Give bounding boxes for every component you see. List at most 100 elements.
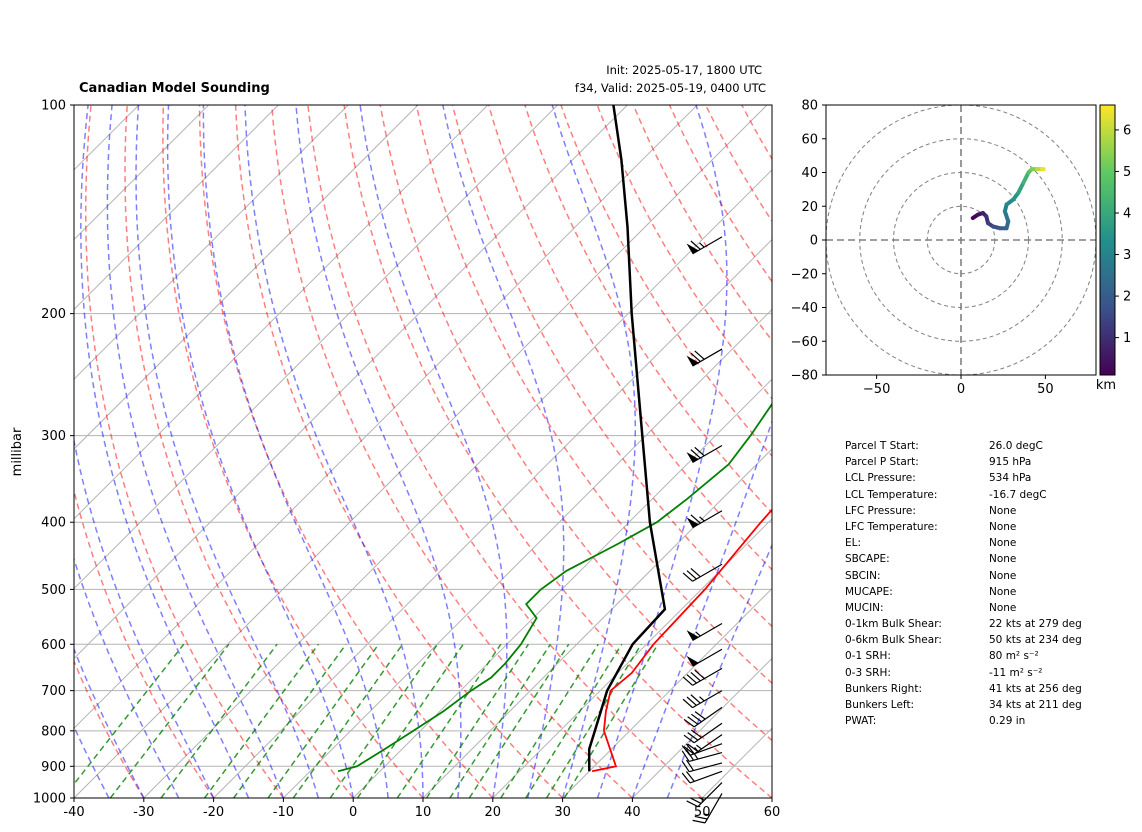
stat-value: 34 kts at 211 deg xyxy=(989,699,1082,711)
stat-value: -11 m² s⁻² xyxy=(989,666,1043,679)
dry-adiabat xyxy=(124,105,354,798)
dry-adiabat xyxy=(451,105,772,628)
y-tick-label: 600 xyxy=(41,638,66,653)
barb-full xyxy=(690,514,701,524)
stat-label: PWAT: xyxy=(845,715,877,728)
isotherm-line xyxy=(74,105,768,798)
stat-row: Parcel P Start: 915 hPa xyxy=(845,454,1082,470)
barb-full xyxy=(685,743,695,755)
barb-full xyxy=(690,567,701,578)
barb-full xyxy=(687,732,699,741)
wind-barb xyxy=(686,236,723,255)
temperature-profile xyxy=(591,508,772,773)
mixing-ratio-line xyxy=(160,643,278,798)
stat-value: 915 hPa xyxy=(989,456,1032,469)
barb-full xyxy=(681,772,691,784)
stat-row: LCL Pressure: 534 hPa xyxy=(845,470,1082,486)
y-tick-label: 100 xyxy=(41,99,66,114)
stat-value: 80 m² s⁻² xyxy=(989,650,1039,663)
skewt-frame xyxy=(73,104,773,799)
isotherm-line xyxy=(74,105,279,311)
x-tick-label: -10 xyxy=(273,805,294,820)
stat-label: 0-3 SRH: xyxy=(845,666,891,679)
y-tick-label: 500 xyxy=(41,583,66,598)
hodo-y-tick-label: 80 xyxy=(801,99,818,114)
valid-time: f34, Valid: 2025-05-19, 0400 UTC xyxy=(575,81,766,95)
moist-adiabat xyxy=(631,419,772,798)
barb-full xyxy=(683,746,695,755)
mixing-ratio-line xyxy=(292,643,404,798)
stat-row: LFC Pressure: None xyxy=(845,503,1082,519)
barb-full xyxy=(686,800,699,808)
stat-value: None xyxy=(989,537,1017,550)
stat-value: 41 kts at 256 deg xyxy=(989,682,1082,695)
barb-full xyxy=(685,771,695,782)
stat-label: LFC Pressure: xyxy=(845,504,916,517)
barb-staff xyxy=(689,762,723,773)
barb-half xyxy=(698,796,705,801)
x-tick-label: 0 xyxy=(349,805,357,820)
barb-full xyxy=(690,240,701,250)
stat-row: SBCAPE: None xyxy=(845,551,1082,567)
stat-row: MUCAPE: None xyxy=(845,584,1082,600)
stat-label: Bunkers Right: xyxy=(845,682,922,695)
barb-half xyxy=(699,696,705,702)
barb-full xyxy=(691,713,702,723)
barb-full xyxy=(682,676,693,686)
hodo-y-tick-label: −20 xyxy=(791,267,818,282)
x-tick-label: -20 xyxy=(203,805,224,820)
stat-value: None xyxy=(989,553,1017,566)
barb-staff xyxy=(692,622,723,642)
barb-full xyxy=(681,745,691,756)
moist-adiabat xyxy=(74,556,180,798)
dewpoint-profile xyxy=(337,402,772,773)
stat-label: EL: xyxy=(845,537,862,550)
y-axis-label: millibar xyxy=(10,427,25,476)
mixing-ratio-line xyxy=(329,643,439,798)
mixing-ratio-line xyxy=(74,643,185,786)
x-tick-label: 60 xyxy=(764,805,781,820)
moist-adiabat xyxy=(80,105,250,798)
hodo-x-tick-label: 0 xyxy=(957,382,965,397)
hodo-x-tick-label: −50 xyxy=(863,382,890,397)
wind-barb xyxy=(682,690,723,709)
isotherm-line xyxy=(283,308,772,798)
colorbar-label: km xyxy=(1096,378,1116,393)
mixing-ratio-line xyxy=(449,643,552,798)
barb-staff xyxy=(692,563,723,582)
barb-full xyxy=(686,759,695,771)
barb-full xyxy=(690,352,701,363)
hodo-y-tick-label: 60 xyxy=(801,132,818,147)
stat-row: Bunkers Right: 41 kts at 256 deg xyxy=(845,681,1082,697)
isotherm-line xyxy=(632,657,772,798)
barb-half xyxy=(703,813,710,816)
mixing-ratio-line xyxy=(563,643,659,798)
stat-row: LFC Temperature: None xyxy=(845,519,1082,535)
stat-label: SBCIN: xyxy=(845,569,881,582)
mixing-ratio-line xyxy=(267,643,380,798)
mixing-ratio-line xyxy=(425,643,530,798)
wind-barb xyxy=(686,622,723,642)
parcel-profile xyxy=(587,105,667,772)
moist-adiabat xyxy=(359,105,508,798)
mixing-ratio-line xyxy=(203,643,320,798)
x-tick-label: -40 xyxy=(63,805,84,820)
isotherm-line xyxy=(143,169,772,798)
moist-adiabat xyxy=(596,105,728,798)
moist-adiabat xyxy=(295,105,462,798)
wind-barb xyxy=(681,770,723,784)
dry-adiabat xyxy=(271,105,633,798)
dry-adiabat xyxy=(524,105,772,514)
stat-row: PWAT: 0.29 in xyxy=(845,713,1082,729)
hodo-y-tick-label: −60 xyxy=(791,335,818,350)
y-tick-label: 800 xyxy=(41,724,66,739)
barb-staff xyxy=(693,734,723,755)
stat-row: 0-6km Bulk Shear: 50 kts at 234 deg xyxy=(845,632,1082,648)
colorbar-ticks: 1 2 3 4 5 6 xyxy=(1115,123,1131,346)
stat-value: None xyxy=(989,504,1017,517)
hodo-y-tick-label: 40 xyxy=(801,166,818,181)
dry-adiabat xyxy=(379,105,772,742)
moist-adiabat xyxy=(135,105,320,798)
hodo-y-tick-label: 20 xyxy=(801,200,818,215)
